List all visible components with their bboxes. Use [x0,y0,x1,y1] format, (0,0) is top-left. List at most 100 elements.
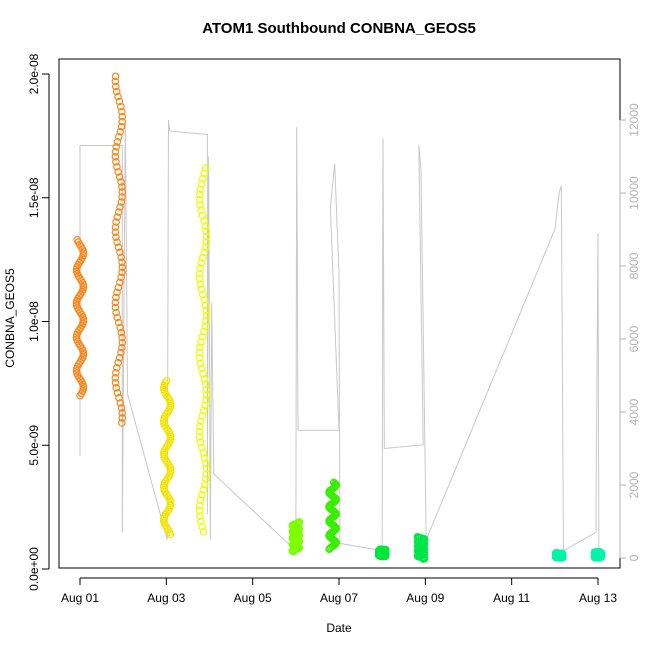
right-axis: 0 2000 4000 6000 8000 10000 12000 [619,103,641,561]
data-point [202,390,211,399]
y-tick-label: 0.0e+00 [27,547,41,591]
right-tick-label: 12000 [627,103,641,137]
data-point [196,343,204,352]
right-tick-label: 8000 [627,252,641,279]
chart-title: ATOM1 Southbound CONBNA_GEOS5 [202,20,476,37]
data-point [117,273,125,282]
data-point [195,427,204,436]
data-point [198,211,207,220]
data-point [117,122,126,131]
x-tick-label: Aug 01 [61,591,99,605]
data-point [113,363,121,372]
data-point [200,216,208,225]
data-point [111,82,120,91]
right-tick-label: 4000 [627,398,641,425]
data-point [166,401,175,410]
data-point [116,248,124,257]
y-tick-label: 5.0e-09 [27,425,41,466]
y-tick-label: 1.0e-08 [27,301,41,342]
data-point [113,288,121,297]
x-tick-label: Aug 05 [234,591,272,605]
data-point [202,459,210,468]
data-point [196,185,205,193]
data-point [195,433,204,441]
data-point [111,153,120,161]
data-point [199,448,208,457]
data-point [195,354,204,362]
data-point [72,267,81,276]
right-tick-label: 2000 [627,471,641,498]
data-point [111,228,120,236]
data-point [111,379,120,387]
data-point [114,283,123,292]
data-point [114,318,123,327]
data-point [196,501,204,510]
data-point [198,522,206,531]
data-point [118,409,127,417]
altitude-line-layer [79,119,600,552]
data-point [198,253,207,262]
data-point [202,227,211,236]
data-point [117,198,126,206]
data-point [199,290,207,299]
data-point [117,404,126,412]
data-point [198,491,206,499]
data-point [197,285,206,294]
right-tick-label: 0 [627,554,641,561]
data-point [115,353,124,362]
data-point [199,369,207,378]
x-tick-label: Aug 03 [147,591,185,605]
data-point [116,323,124,332]
data-point [195,348,204,357]
data-point [115,132,123,141]
data-point [112,142,121,151]
data-point [79,385,88,393]
data-point [118,117,126,126]
data-point [197,364,206,373]
data-point [117,178,125,186]
data-point [118,183,126,191]
data-point [111,72,120,81]
data-point [331,479,339,488]
data-point [202,475,210,483]
data-point [111,148,120,156]
data-point [202,306,211,315]
data-point [73,236,81,244]
data-point [196,517,205,526]
data-point [196,201,204,209]
data-point [112,158,120,166]
right-tick-label: 10000 [627,176,641,210]
data-point [118,107,126,116]
data-point [329,478,338,487]
data-point [118,258,126,267]
data-point [196,422,204,431]
data-point [201,301,210,309]
data-point [112,218,120,226]
data-point [118,414,127,422]
data-point [202,470,211,478]
data-point [196,496,205,505]
x-tick-label: Aug 07 [320,591,358,605]
x-tick-label: Aug 09 [406,591,444,605]
data-point [112,308,120,317]
data-point [201,222,210,230]
data-point [113,238,121,246]
data-point [79,317,88,325]
data-point [79,351,88,359]
data-point [114,168,123,176]
data-point [116,278,124,287]
data-point [112,293,120,302]
data-point [115,394,123,402]
data-point [111,298,120,307]
data-point [112,87,121,96]
data-point [196,359,205,367]
data-point [111,303,120,312]
x-tick-label: Aug 11 [493,591,530,605]
data-point [197,417,205,425]
data-point [118,338,127,347]
data-point [166,434,175,443]
points-layer [72,72,606,563]
data-point [199,485,208,494]
data-point [118,112,127,121]
